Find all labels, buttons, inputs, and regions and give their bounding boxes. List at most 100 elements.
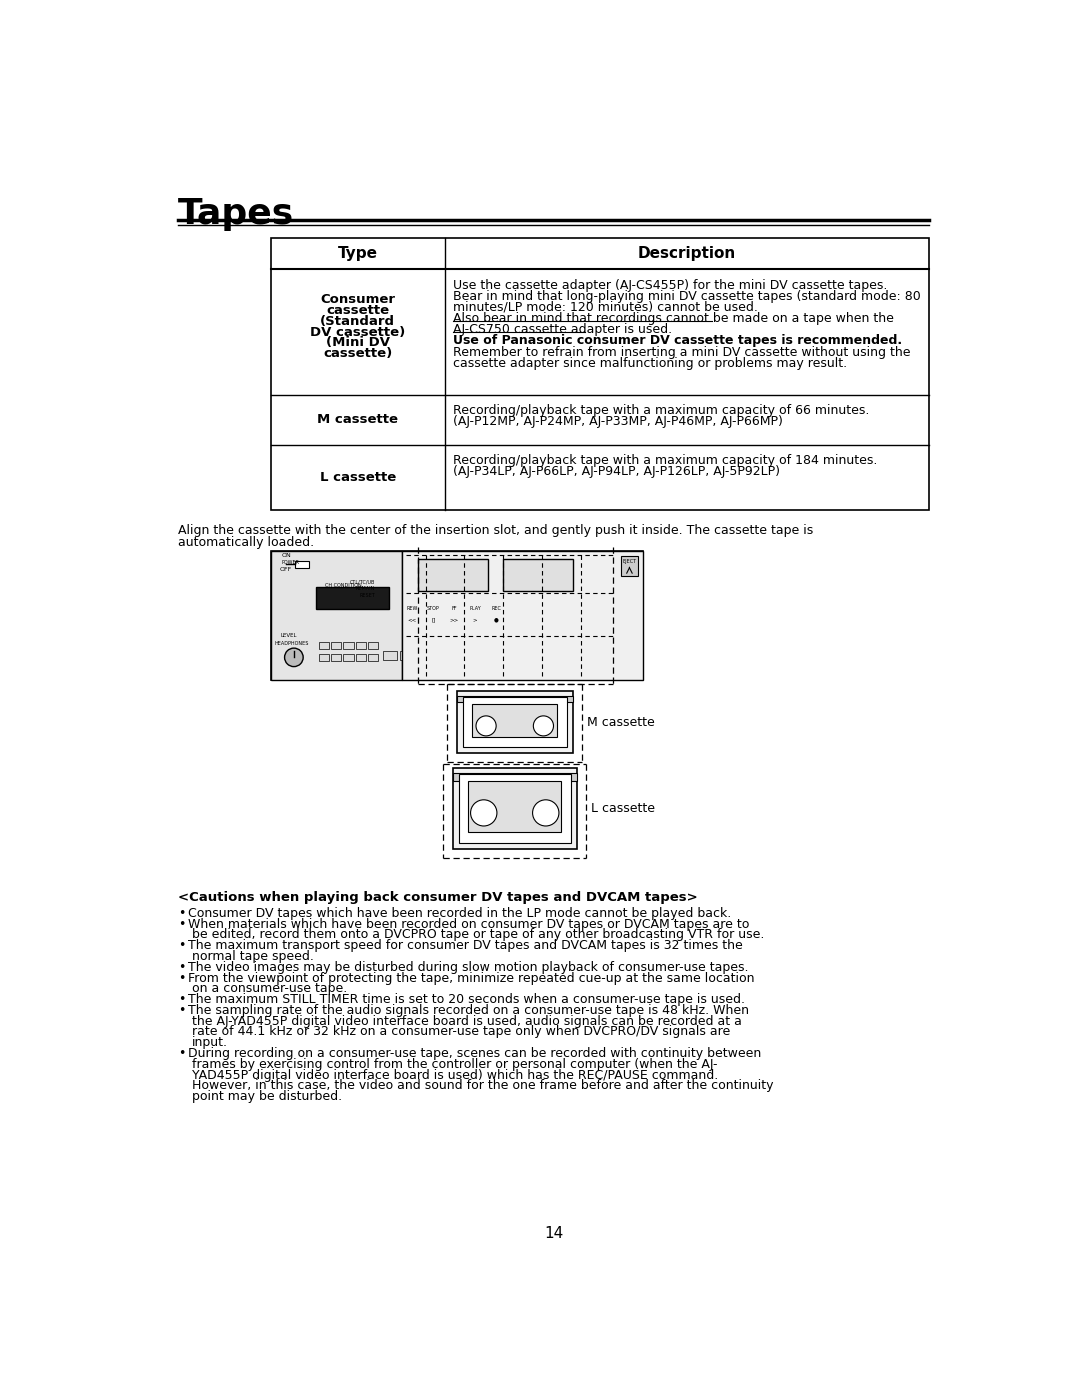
- Text: Use the cassette adapter (AJ-CS455P) for the mini DV cassette tapes.: Use the cassette adapter (AJ-CS455P) for…: [453, 278, 887, 292]
- Text: minutes/LP mode: 120 minutes) cannot be used.: minutes/LP mode: 120 minutes) cannot be …: [453, 300, 758, 314]
- Text: PLAY: PLAY: [470, 606, 481, 610]
- Text: Bear in mind that long-playing mini DV cassette tapes (standard mode: 80: Bear in mind that long-playing mini DV c…: [453, 289, 920, 303]
- Text: rate of 44.1 kHz or 32 kHz on a consumer-use tape only when DVCPRO/DV signals ar: rate of 44.1 kHz or 32 kHz on a consumer…: [191, 1025, 730, 1038]
- Bar: [467, 606, 484, 615]
- Text: REW: REW: [407, 606, 418, 610]
- Bar: [356, 654, 366, 661]
- Text: POWER: POWER: [282, 560, 299, 566]
- Bar: [368, 643, 378, 648]
- Text: LEVEL: LEVEL: [281, 633, 297, 638]
- Bar: [350, 595, 354, 599]
- Text: AJ-CS750 cassette adapter is used.: AJ-CS750 cassette adapter is used.: [453, 323, 672, 337]
- Circle shape: [476, 715, 496, 736]
- Bar: [459, 774, 570, 842]
- Bar: [503, 559, 572, 591]
- Text: Also bear in mind that recordings cannot be made on a tape when the: Also bear in mind that recordings cannot…: [453, 312, 893, 326]
- Bar: [271, 239, 930, 510]
- Text: CTL/TC/UB: CTL/TC/UB: [350, 580, 375, 584]
- Bar: [315, 587, 389, 609]
- Text: The video images may be disturbed during slow motion playback of consumer-use ta: The video images may be disturbed during…: [188, 961, 748, 974]
- Bar: [488, 606, 504, 615]
- Text: •: •: [177, 993, 185, 1006]
- Text: REMAIN: REMAIN: [356, 587, 375, 591]
- Text: <<: <<: [408, 617, 417, 622]
- Bar: [319, 643, 328, 648]
- Text: OFF: OFF: [280, 567, 293, 573]
- Text: STOP: STOP: [427, 606, 440, 610]
- Text: L cassette: L cassette: [320, 471, 396, 485]
- Text: be edited, record them onto a DVCPRO tape or tape of any other broadcasting VTR : be edited, record them onto a DVCPRO tap…: [191, 929, 764, 942]
- Circle shape: [284, 648, 303, 666]
- Text: Align the cassette with the center of the insertion slot, and gently push it ins: Align the cassette with the center of th…: [177, 524, 813, 538]
- Circle shape: [532, 800, 559, 826]
- Text: M cassette: M cassette: [586, 715, 654, 729]
- Bar: [472, 704, 557, 738]
- Text: frames by exercising control from the controller or personal computer (when the : frames by exercising control from the co…: [191, 1058, 717, 1070]
- Text: However, in this case, the video and sound for the one frame before and after th: However, in this case, the video and sou…: [191, 1080, 773, 1092]
- Bar: [271, 550, 403, 680]
- Bar: [463, 697, 567, 746]
- Bar: [319, 654, 328, 661]
- Bar: [446, 606, 463, 615]
- Circle shape: [471, 800, 497, 826]
- Text: Tapes: Tapes: [177, 197, 294, 231]
- Text: Remember to refrain from inserting a mini DV cassette without using the: Remember to refrain from inserting a min…: [453, 345, 910, 359]
- Text: The sampling rate of the audio signals recorded on a consumer-use tape is 48 kHz: The sampling rate of the audio signals r…: [188, 1004, 748, 1017]
- Circle shape: [534, 715, 554, 736]
- Text: HEADPHONES: HEADPHONES: [274, 641, 309, 645]
- Text: CH CONDITION: CH CONDITION: [325, 583, 362, 588]
- Text: RESET: RESET: [360, 594, 376, 598]
- Text: point may be disturbed.: point may be disturbed.: [191, 1090, 341, 1104]
- Text: normal tape speed.: normal tape speed.: [191, 950, 313, 963]
- Text: >>: >>: [449, 617, 459, 622]
- Text: input.: input.: [191, 1037, 228, 1049]
- Text: Consumer DV tapes which have been recorded in the LP mode cannot be played back.: Consumer DV tapes which have been record…: [188, 907, 731, 919]
- Text: •: •: [177, 918, 185, 930]
- Bar: [296, 562, 309, 569]
- Text: Use of Panasonic consumer DV cassette tapes is recommended.: Use of Panasonic consumer DV cassette ta…: [453, 334, 902, 348]
- Text: <Cautions when playing back consumer DV tapes and DVCAM tapes>: <Cautions when playing back consumer DV …: [177, 891, 698, 904]
- Bar: [368, 654, 378, 661]
- Text: (AJ-P12MP, AJ-P24MP, AJ-P33MP, AJ-P46MP, AJ-P66MP): (AJ-P12MP, AJ-P24MP, AJ-P33MP, AJ-P46MP,…: [453, 415, 783, 429]
- Text: ON: ON: [281, 553, 291, 559]
- Text: DV cassette): DV cassette): [310, 326, 405, 338]
- Text: Description: Description: [638, 246, 737, 261]
- Text: L cassette: L cassette: [591, 802, 654, 816]
- Bar: [418, 559, 488, 591]
- Text: Recording/playback tape with a maximum capacity of 184 minutes.: Recording/playback tape with a maximum c…: [453, 454, 877, 467]
- Bar: [469, 781, 562, 833]
- Text: •: •: [177, 1004, 185, 1017]
- Text: The maximum transport speed for consumer DV tapes and DVCAM tapes is 32 times th: The maximum transport speed for consumer…: [188, 939, 742, 953]
- Text: on a consumer-use tape.: on a consumer-use tape.: [191, 982, 347, 995]
- Bar: [457, 696, 572, 703]
- Bar: [343, 654, 353, 661]
- Bar: [400, 651, 414, 661]
- Bar: [453, 773, 577, 781]
- Text: •: •: [177, 939, 185, 953]
- Text: cassette adapter since malfunctioning or problems may result.: cassette adapter since malfunctioning or…: [453, 356, 847, 370]
- Text: (Standard: (Standard: [321, 314, 395, 328]
- Bar: [417, 651, 431, 661]
- Text: The maximum STILL TIMER time is set to 20 seconds when a consumer-use tape is us: The maximum STILL TIMER time is set to 2…: [188, 993, 745, 1006]
- Bar: [383, 651, 397, 661]
- Text: YAD455P digital video interface board is used) which has the REC/PAUSE command.: YAD455P digital video interface board is…: [191, 1069, 718, 1081]
- Text: REC: REC: [491, 606, 501, 610]
- Bar: [457, 692, 572, 753]
- Text: •: •: [177, 961, 185, 974]
- Text: M cassette: M cassette: [318, 414, 399, 426]
- Text: During recording on a consumer-use tape, scenes can be recorded with continuity : During recording on a consumer-use tape,…: [188, 1046, 761, 1060]
- Text: cassette: cassette: [326, 305, 390, 317]
- Bar: [424, 606, 442, 615]
- Text: •: •: [177, 971, 185, 985]
- Text: the AJ-YAD455P digital video interface board is used, audio signals can be recor: the AJ-YAD455P digital video interface b…: [191, 1014, 742, 1028]
- Bar: [356, 643, 366, 648]
- Text: Type: Type: [338, 246, 378, 261]
- Text: Consumer: Consumer: [321, 293, 395, 306]
- Text: (AJ-P34LP, AJ-P66LP, AJ-P94LP, AJ-P126LP, AJ-5P92LP): (AJ-P34LP, AJ-P66LP, AJ-P94LP, AJ-P126LP…: [453, 465, 780, 478]
- Bar: [453, 768, 577, 849]
- Text: >: >: [473, 617, 477, 622]
- Text: EJECT: EJECT: [622, 559, 636, 564]
- Bar: [343, 643, 353, 648]
- Bar: [271, 550, 643, 680]
- Text: Recording/playback tape with a maximum capacity of 66 minutes.: Recording/playback tape with a maximum c…: [453, 404, 869, 418]
